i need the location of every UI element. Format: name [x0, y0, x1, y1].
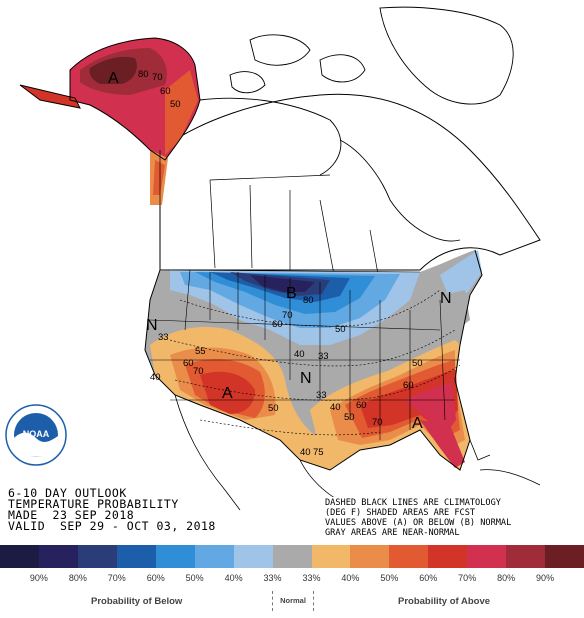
below-caption: Probability of Below — [91, 596, 183, 607]
legend-swatch — [38, 545, 78, 568]
legend-label: 50% — [380, 573, 399, 583]
legend-swatch — [116, 545, 156, 568]
arctic-outlines — [199, 6, 514, 242]
land-outline — [159, 93, 541, 271]
contour-label: 60 — [183, 358, 194, 369]
region-label-northwest: N — [146, 317, 158, 334]
legend-labels: 90% 80% 70% 60% 50% 40% 33% 33% 40% 50% 60% 70% 80% 9… — [0, 573, 584, 585]
contour-label: 75 — [313, 447, 324, 458]
legend-swatch — [428, 545, 468, 568]
legend-label: 80% — [68, 573, 87, 583]
contour-label: 60 — [272, 319, 283, 330]
contour-label: 33 — [318, 351, 329, 362]
legend-swatch — [0, 545, 39, 568]
outlook-map: NOAA A B N N N A A 80 70 60 50 80 70 60 … — [5, 6, 541, 511]
contour-label: 60 — [403, 380, 414, 391]
note-line: VALUES ABOVE (A) OR BELOW (B) NORMAL — [325, 518, 512, 528]
normal-caption: Normal — [272, 591, 314, 611]
contour-labels: 80 70 60 50 80 70 60 50 40 33 55 60 70 5… — [138, 69, 423, 458]
legend-label: 33% — [302, 573, 321, 583]
contour-label: 33 — [158, 332, 169, 343]
map-notes: DASHED BLACK LINES ARE CLIMATOLOGY (DEG … — [323, 497, 514, 539]
legend-swatch — [155, 545, 195, 568]
contour-label: 50 — [344, 412, 355, 423]
contour-label: 50 — [170, 99, 181, 110]
legend-swatch — [311, 545, 351, 568]
legend-swatch — [506, 545, 546, 568]
contour-label: 50 — [412, 358, 423, 369]
note-line: (DEG F) SHADED AREAS ARE FCST — [325, 508, 476, 518]
legend-color-bar — [0, 545, 584, 568]
region-labels: A B N N N A A — [108, 70, 452, 432]
legend-label: 80% — [497, 573, 516, 583]
above-caption: Probability of Above — [398, 596, 491, 607]
canada-province-lines — [159, 150, 381, 286]
legend-swatch — [467, 545, 507, 568]
alaska-region — [20, 38, 200, 205]
legend-swatch — [545, 545, 584, 568]
contour-label: 70 — [372, 417, 383, 428]
region-label-alaska: A — [108, 70, 119, 87]
valid-dates: VALID SEP 29 - OCT 03, 2018 — [8, 519, 216, 533]
legend-label: 40% — [341, 573, 360, 583]
note-line: GRAY AREAS ARE NEAR-NORMAL — [325, 528, 460, 538]
contour-label: 60 — [160, 86, 171, 97]
contour-label: 70 — [282, 310, 293, 321]
legend-label: 40% — [224, 573, 243, 583]
alaska-coastline — [19, 37, 201, 161]
legend-label: 50% — [185, 573, 204, 583]
legend-label: 60% — [146, 573, 165, 583]
contour-label: 80 — [138, 69, 149, 80]
made-date: MADE 23 SEP 2018 — [8, 508, 135, 522]
contour-label: 50 — [268, 403, 279, 414]
legend-label: 70% — [458, 573, 477, 583]
legend-swatch — [77, 545, 117, 568]
legend-label: 33% — [263, 573, 282, 583]
legend-label: 70% — [107, 573, 126, 583]
region-label-north-central: B — [286, 285, 297, 302]
legend-swatch — [350, 545, 390, 568]
region-label-southwest: A — [222, 385, 233, 402]
us-state-lines — [144, 249, 483, 471]
noaa-logo: NOAA — [5, 404, 67, 466]
contour-label: 55 — [195, 346, 206, 357]
legend-swatch — [389, 545, 429, 568]
legend-swatch — [194, 545, 234, 568]
outlook-subtitle: TEMPERATURE PROBABILITY — [8, 497, 179, 511]
contour-label: 70 — [152, 72, 163, 83]
contour-label: 40 — [300, 447, 311, 458]
contour-label: 33 — [316, 390, 327, 401]
outlook-title-block: 6-10 DAY OUTLOOK TEMPERATURE PROBABILITY… — [8, 486, 216, 533]
contour-label: 40 — [150, 372, 161, 383]
contour-label: 80 — [303, 295, 314, 306]
noaa-logo-text: NOAA — [23, 429, 50, 439]
region-label-northeast: N — [440, 290, 452, 307]
region-label-southeast: A — [412, 415, 423, 432]
outlook-title: 6-10 DAY OUTLOOK — [8, 486, 127, 500]
region-label-midwest: N — [300, 370, 312, 387]
contour-label: 50 — [335, 324, 346, 335]
contour-label: 40 — [294, 349, 305, 360]
climatology-lines — [169, 289, 461, 436]
legend-label: 90% — [29, 573, 48, 583]
contour-label: 60 — [356, 400, 367, 411]
legend-swatch — [272, 545, 312, 568]
contour-label: 40 — [330, 402, 341, 413]
legend-label: 60% — [419, 573, 438, 583]
legend-swatch — [233, 545, 273, 568]
note-line: DASHED BLACK LINES ARE CLIMATOLOGY — [325, 498, 501, 508]
legend-label: 90% — [536, 573, 555, 583]
contour-label: 70 — [193, 366, 204, 377]
